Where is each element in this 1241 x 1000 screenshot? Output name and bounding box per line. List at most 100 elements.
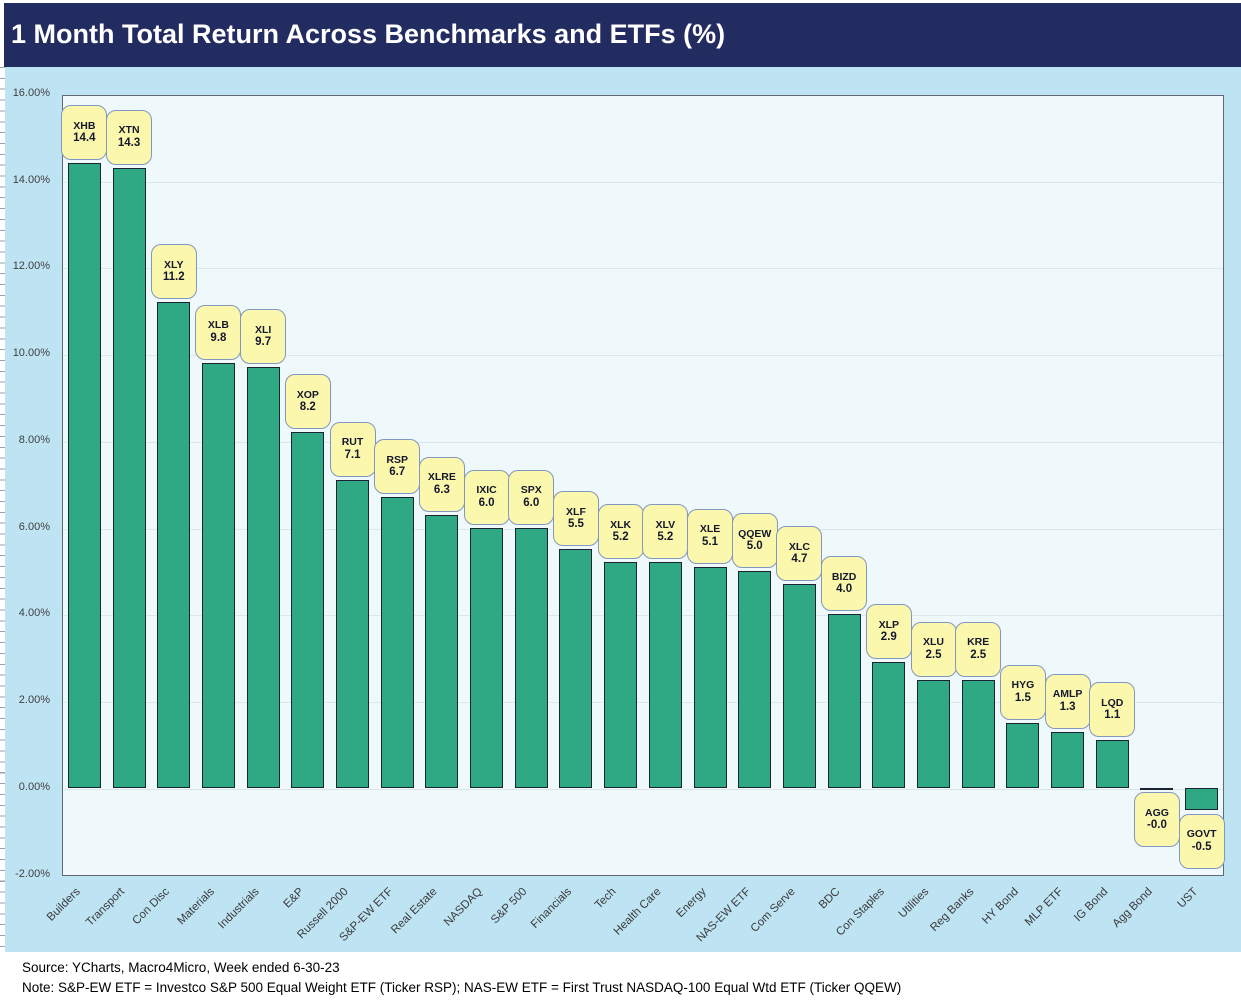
- bar-value-callout-xlre: XLRE 6.3: [418, 456, 465, 512]
- callout-ticker: GOVT: [1186, 828, 1217, 841]
- callout-ticker: XLI: [254, 323, 272, 336]
- bar-bizd: [827, 614, 861, 788]
- callout-value: 1.3: [1059, 700, 1076, 713]
- callout-value: 6.0: [478, 496, 495, 509]
- bar-xlk: [604, 562, 638, 788]
- bar-value-callout-xlc: XLC 4.7: [776, 526, 823, 582]
- callout-ticker: XHB: [73, 119, 96, 132]
- callout-value: 2.9: [880, 631, 897, 644]
- bar-value-callout-xlk: XLK 5.2: [597, 504, 644, 560]
- callout-value: 1.5: [1014, 691, 1031, 704]
- bar-xtn: [112, 167, 146, 788]
- callout-value: 11.2: [162, 271, 185, 284]
- bar-value-callout-ixic: IXIC 6.0: [463, 469, 510, 525]
- bar-value-callout-rsp: RSP 6.7: [374, 439, 421, 495]
- bar-xle: [693, 566, 727, 788]
- callout-ticker: RUT: [341, 436, 364, 449]
- bar-value-callout-xtn: XTN 14.3: [106, 109, 153, 165]
- bar-value-callout-xli: XLI 9.7: [240, 309, 287, 365]
- callout-ticker: XLF: [566, 505, 586, 518]
- callout-ticker: XLU: [923, 636, 944, 649]
- bar-value-callout-xlb: XLB 9.8: [195, 304, 242, 360]
- bar-value-callout-xlu: XLU 2.5: [910, 621, 957, 677]
- gridline: [63, 789, 1223, 790]
- minor-tick-strip: [0, 67, 5, 952]
- bar-value-callout-qqew: QQEW 5.0: [731, 513, 778, 569]
- callout-value: 6.3: [433, 483, 450, 496]
- y-axis-tick-label: 16.00%: [12, 86, 50, 99]
- bar-xlv: [648, 562, 682, 788]
- y-axis-tick-label: 10.00%: [12, 347, 50, 360]
- bar-value-callout-xhb: XHB 14.4: [61, 105, 108, 161]
- bar-rut: [336, 479, 369, 788]
- chart-title: 1 Month Total Return Across Benchmarks a…: [11, 19, 726, 49]
- y-axis-tick-label: 14.00%: [12, 173, 50, 186]
- gridline: [63, 181, 1223, 183]
- callout-ticker: XLE: [699, 523, 721, 536]
- bar-hyg: [1006, 722, 1040, 788]
- bar-rsp: [380, 497, 414, 788]
- callout-ticker: XLK: [610, 518, 632, 531]
- callout-ticker: LQD: [1101, 696, 1124, 709]
- bar-value-callout-hyg: HYG 1.5: [999, 664, 1046, 720]
- callout-value: -0.5: [1191, 840, 1212, 853]
- bar-qqew: [738, 571, 772, 788]
- bar-value-callout-agg: AGG -0.0: [1133, 792, 1180, 847]
- callout-value: 5.0: [746, 540, 763, 553]
- callout-ticker: HYG: [1011, 679, 1035, 692]
- bar-ixic: [470, 527, 504, 788]
- bar-amlp: [1051, 731, 1085, 788]
- y-axis-tick-label: 12.00%: [12, 260, 50, 273]
- title-bar: 1 Month Total Return Across Benchmarks a…: [4, 3, 1241, 67]
- gridline: [63, 615, 1223, 617]
- callout-value: 4.7: [791, 553, 808, 566]
- bar-xlb: [201, 362, 235, 788]
- note-text: Note: S&P-EW ETF = Investco S&P 500 Equa…: [22, 980, 902, 995]
- callout-ticker: QQEW: [738, 527, 772, 540]
- callout-ticker: XLB: [207, 319, 229, 332]
- source-text: Source: YCharts, Macro4Micro, Week ended…: [22, 960, 340, 975]
- y-axis-tick-label: -2.00%: [15, 867, 50, 880]
- bar-value-callout-rut: RUT 7.1: [329, 421, 376, 477]
- callout-ticker: KRE: [967, 636, 990, 649]
- callout-ticker: SPX: [520, 484, 542, 497]
- callout-value: 5.1: [702, 535, 719, 548]
- gridline: [63, 441, 1223, 443]
- bar-value-callout-xle: XLE 5.1: [687, 508, 734, 564]
- bar-spx: [514, 527, 548, 788]
- callout-ticker: AGG: [1144, 806, 1169, 819]
- y-axis-tick-label: 8.00%: [18, 433, 50, 446]
- callout-ticker: XLY: [163, 258, 184, 271]
- callout-value: 1.1: [1104, 709, 1121, 722]
- bar-value-callout-xlv: XLV 5.2: [642, 504, 689, 560]
- bar-xop: [291, 432, 325, 788]
- callout-value: 14.3: [117, 136, 141, 149]
- gridline: [63, 268, 1223, 270]
- callout-value: -0.0: [1147, 819, 1167, 831]
- callout-ticker: AMLP: [1052, 688, 1083, 701]
- bar-value-callout-xlp: XLP 2.9: [865, 604, 912, 660]
- callout-ticker: XTN: [118, 124, 140, 137]
- bar-kre: [961, 679, 995, 788]
- callout-value: 4.0: [836, 583, 853, 596]
- footer: Source: YCharts, Macro4Micro, Week ended…: [0, 952, 1241, 1000]
- bar-value-callout-spx: SPX 6.0: [508, 469, 555, 525]
- bar-value-callout-amlp: AMLP 1.3: [1044, 673, 1091, 729]
- bar-xhb: [67, 163, 101, 788]
- bar-xlre: [425, 514, 459, 788]
- callout-value: 5.5: [567, 518, 584, 531]
- bar-value-callout-xop: XOP 8.2: [284, 374, 331, 430]
- bar-value-callout-kre: KRE 2.5: [955, 621, 1002, 677]
- callout-ticker: XOP: [296, 388, 319, 401]
- bar-xlu: [917, 679, 950, 788]
- callout-ticker: XLC: [788, 540, 810, 553]
- y-axis-tick-label: 2.00%: [18, 694, 50, 707]
- bar-xlc: [782, 584, 816, 788]
- y-axis-tick-label: 0.00%: [18, 781, 50, 793]
- callout-ticker: XLP: [878, 618, 899, 631]
- bar-value-callout-lqd: LQD 1.1: [1089, 682, 1136, 738]
- gridline: [63, 355, 1223, 357]
- bar-xlf: [559, 549, 593, 788]
- callout-value: 7.1: [344, 448, 361, 461]
